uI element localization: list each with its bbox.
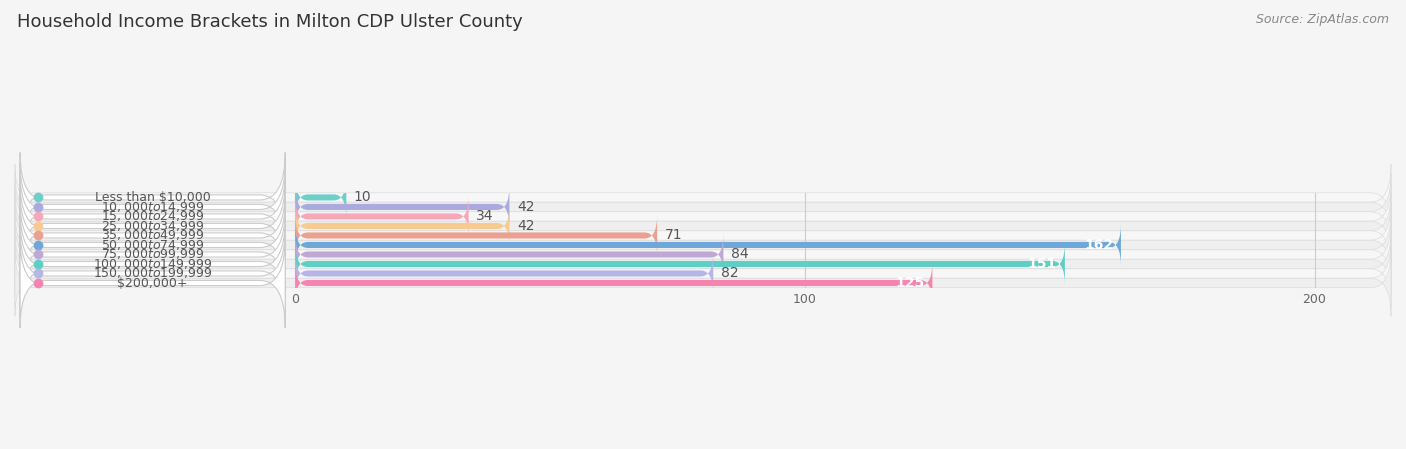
FancyBboxPatch shape: [20, 229, 285, 318]
Text: $75,000 to $99,999: $75,000 to $99,999: [101, 247, 204, 261]
FancyBboxPatch shape: [15, 221, 1391, 288]
Text: Household Income Brackets in Milton CDP Ulster County: Household Income Brackets in Milton CDP …: [17, 13, 523, 31]
FancyBboxPatch shape: [15, 202, 1391, 269]
Text: $10,000 to $14,999: $10,000 to $14,999: [101, 200, 204, 214]
Text: 34: 34: [477, 209, 494, 224]
FancyBboxPatch shape: [15, 231, 1391, 297]
FancyBboxPatch shape: [20, 238, 285, 328]
Text: 125: 125: [896, 276, 925, 290]
FancyBboxPatch shape: [295, 253, 713, 294]
Text: 151: 151: [1028, 257, 1057, 271]
Text: $25,000 to $34,999: $25,000 to $34,999: [101, 219, 204, 233]
FancyBboxPatch shape: [295, 177, 346, 218]
Text: $150,000 to $199,999: $150,000 to $199,999: [93, 267, 212, 281]
Text: $200,000+: $200,000+: [117, 277, 188, 290]
Text: Less than $10,000: Less than $10,000: [94, 191, 211, 204]
Text: 162: 162: [1084, 238, 1114, 252]
FancyBboxPatch shape: [295, 224, 1121, 266]
FancyBboxPatch shape: [295, 234, 724, 275]
FancyBboxPatch shape: [20, 190, 285, 281]
Text: $15,000 to $24,999: $15,000 to $24,999: [101, 209, 204, 224]
FancyBboxPatch shape: [295, 186, 509, 228]
Text: Source: ZipAtlas.com: Source: ZipAtlas.com: [1256, 13, 1389, 26]
FancyBboxPatch shape: [15, 250, 1391, 317]
FancyBboxPatch shape: [20, 172, 285, 261]
Text: $50,000 to $74,999: $50,000 to $74,999: [101, 238, 204, 252]
FancyBboxPatch shape: [20, 200, 285, 290]
Text: 42: 42: [517, 200, 534, 214]
Text: 42: 42: [517, 219, 534, 233]
FancyBboxPatch shape: [15, 174, 1391, 240]
Text: 82: 82: [721, 267, 738, 281]
FancyBboxPatch shape: [15, 164, 1391, 231]
FancyBboxPatch shape: [20, 181, 285, 271]
Text: 71: 71: [665, 229, 682, 242]
FancyBboxPatch shape: [15, 211, 1391, 278]
FancyBboxPatch shape: [15, 183, 1391, 250]
FancyBboxPatch shape: [295, 196, 468, 237]
FancyBboxPatch shape: [20, 162, 285, 252]
Text: $35,000 to $49,999: $35,000 to $49,999: [101, 229, 204, 242]
Text: $100,000 to $149,999: $100,000 to $149,999: [93, 257, 212, 271]
FancyBboxPatch shape: [295, 243, 1064, 285]
Text: 84: 84: [731, 247, 748, 261]
FancyBboxPatch shape: [295, 262, 932, 304]
FancyBboxPatch shape: [20, 210, 285, 299]
Text: 10: 10: [354, 190, 371, 204]
FancyBboxPatch shape: [20, 219, 285, 309]
FancyBboxPatch shape: [295, 205, 509, 247]
FancyBboxPatch shape: [15, 240, 1391, 307]
FancyBboxPatch shape: [20, 153, 285, 242]
FancyBboxPatch shape: [295, 215, 657, 256]
FancyBboxPatch shape: [15, 193, 1391, 260]
